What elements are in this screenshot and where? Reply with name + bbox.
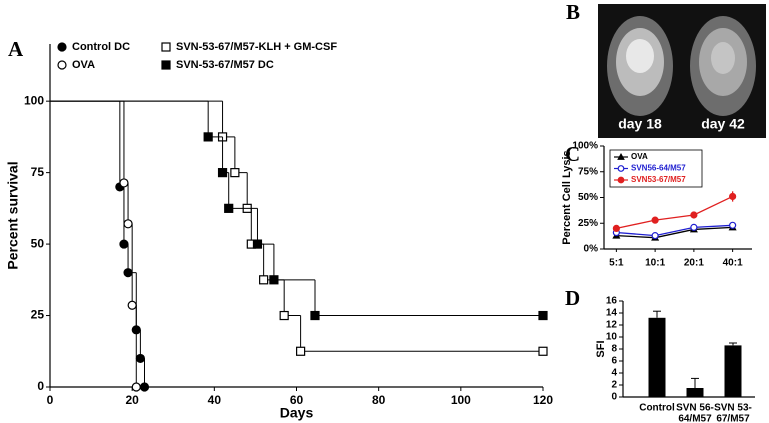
y-tick-label: 16 xyxy=(606,296,618,307)
marker xyxy=(538,310,548,321)
x-tick-label: SVN 53- xyxy=(714,403,752,414)
marker xyxy=(651,232,659,240)
y-tick-label: 14 xyxy=(606,308,618,319)
y-tick-label: 100% xyxy=(572,141,598,152)
marker xyxy=(651,216,659,224)
legend-label: SVN56-64/M57 xyxy=(631,164,686,173)
x-tick-label: 60 xyxy=(290,393,304,407)
legend-label: Control DC xyxy=(72,41,130,53)
x-tick-label: 80 xyxy=(372,393,386,407)
image-caption: day 18 xyxy=(618,116,662,132)
series-line xyxy=(616,224,733,237)
panel-letter: A xyxy=(8,37,24,61)
marker xyxy=(252,239,263,249)
marker xyxy=(690,223,698,231)
marker xyxy=(259,275,269,285)
legend-label: SVN53-67/M57 xyxy=(631,175,686,184)
legend-label: OVA xyxy=(631,152,648,161)
marker xyxy=(217,168,228,178)
marker xyxy=(123,268,133,278)
marker xyxy=(119,178,129,188)
marker xyxy=(729,221,737,229)
marker xyxy=(131,382,141,392)
y-tick-label: 75% xyxy=(578,166,598,177)
x-axis-label: Days xyxy=(280,405,314,421)
x-tick-label: 40 xyxy=(208,393,222,407)
bar xyxy=(724,345,742,397)
image-caption: day 42 xyxy=(701,116,745,132)
y-tick-label: 0 xyxy=(611,392,617,403)
y-tick-label: 25 xyxy=(31,308,45,322)
brain-scan xyxy=(626,39,654,73)
series-line xyxy=(616,226,733,239)
x-tick-label: 0 xyxy=(47,393,54,407)
legend-label: SVN-53-67/M57-KLH + GM-CSF xyxy=(176,41,337,53)
marker xyxy=(296,346,306,356)
x-tick-label: 20:1 xyxy=(684,258,704,269)
legend-marker xyxy=(57,42,67,52)
marker xyxy=(279,310,289,321)
panel-letter: C xyxy=(565,142,580,166)
bar xyxy=(686,388,704,397)
legend-marker xyxy=(617,176,625,184)
bar xyxy=(648,317,666,397)
legend-marker xyxy=(161,60,171,70)
y-axis-label: Percent Cell Lysis xyxy=(561,150,573,244)
marker xyxy=(203,132,213,142)
legend-label: OVA xyxy=(72,59,95,71)
y-tick-label: 2 xyxy=(611,380,617,391)
marker xyxy=(119,239,129,249)
y-tick-label: 100 xyxy=(24,93,44,107)
legend-label: SVN-53-67/M57 DC xyxy=(176,59,274,71)
marker xyxy=(135,353,145,364)
marker xyxy=(310,310,320,321)
mri-image xyxy=(598,4,766,138)
y-tick-label: 8 xyxy=(611,344,617,355)
marker xyxy=(729,192,737,201)
marker xyxy=(230,168,240,178)
x-tick-label: 100 xyxy=(451,393,471,407)
y-tick-label: 12 xyxy=(606,320,618,331)
x-tick-label: 10:1 xyxy=(645,258,665,269)
y-tick-label: 6 xyxy=(611,356,617,367)
brain-scan xyxy=(711,42,735,74)
y-tick-label: 50 xyxy=(31,236,45,250)
series-line xyxy=(616,195,733,230)
marker xyxy=(127,300,137,310)
y-tick-label: 4 xyxy=(611,368,617,379)
x-tick-label: 64/M57 xyxy=(678,414,712,423)
panel-letter: B xyxy=(566,0,580,24)
x-tick-label: 40:1 xyxy=(723,258,743,269)
panel-letter: D xyxy=(565,286,580,310)
x-tick-label: 120 xyxy=(533,393,553,407)
y-axis-label: Percent survival xyxy=(5,161,21,269)
x-tick-label: 67/M57 xyxy=(716,414,750,423)
marker xyxy=(690,211,698,219)
marker xyxy=(269,275,279,285)
y-tick-label: 0 xyxy=(37,379,44,393)
y-tick-label: 10 xyxy=(606,332,618,343)
marker xyxy=(139,382,150,392)
legend-marker xyxy=(617,165,625,172)
legend-marker xyxy=(617,152,625,160)
marker xyxy=(123,219,133,229)
y-tick-label: 0% xyxy=(584,244,599,255)
y-axis-label: SFI xyxy=(595,340,607,357)
legend-marker xyxy=(57,60,67,70)
y-tick-label: 50% xyxy=(578,192,598,203)
marker xyxy=(538,346,548,356)
x-tick-label: SVN 56- xyxy=(676,403,714,414)
y-tick-label: 75 xyxy=(31,165,45,179)
legend-marker xyxy=(161,42,171,52)
y-tick-label: 25% xyxy=(578,218,598,229)
x-tick-label: Control xyxy=(639,403,675,414)
marker xyxy=(612,224,620,232)
x-tick-label: 5:1 xyxy=(609,258,624,269)
marker xyxy=(224,203,234,213)
x-tick-label: 20 xyxy=(125,393,139,407)
